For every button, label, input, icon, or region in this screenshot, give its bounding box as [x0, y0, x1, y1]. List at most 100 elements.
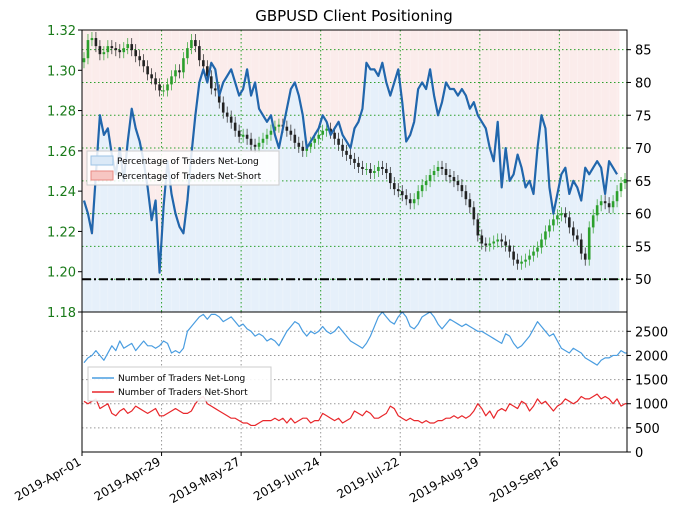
net-short-shade — [352, 30, 357, 129]
right-tick-label: 60 — [635, 208, 652, 223]
candle-body — [548, 225, 551, 232]
net-short-shade — [467, 30, 473, 109]
candle-body — [516, 259, 519, 264]
net-short-shade — [595, 30, 600, 162]
candle-body — [492, 241, 496, 244]
net-long-shade — [611, 167, 616, 312]
net-long-shade — [177, 226, 182, 312]
net-short-shade — [296, 30, 302, 96]
net-long-shade — [85, 213, 91, 312]
left-tick-label: 1.20 — [47, 266, 76, 281]
candle-body — [412, 199, 416, 204]
net-long-shade — [539, 115, 544, 312]
net-long-shade — [380, 62, 385, 312]
x-tick-label: 2019-May-27 — [167, 454, 242, 506]
net-short-shade — [519, 30, 524, 168]
x-tick-label: 2019-Sep-16 — [487, 454, 561, 505]
net-short-shade — [416, 30, 421, 90]
net-short-shade — [261, 30, 266, 116]
net-short-shade — [316, 30, 321, 129]
left-tick-label: 1.26 — [47, 145, 76, 160]
candle-body — [416, 191, 420, 200]
net-long-shade — [440, 102, 445, 312]
net-long-shade — [336, 121, 341, 312]
candle-body — [512, 251, 515, 260]
net-long-shade — [332, 128, 337, 312]
net-long-shade — [161, 207, 166, 312]
net-long-shade — [459, 89, 465, 312]
net-short-shade — [503, 30, 508, 149]
net-long-shade — [344, 141, 349, 312]
candle-body — [619, 183, 623, 192]
candle-body — [420, 185, 424, 192]
net-short-shade — [444, 30, 449, 83]
candle-body — [273, 126, 277, 131]
net-long-shade — [455, 95, 461, 312]
candle-body — [480, 235, 484, 244]
net-long-shade — [615, 174, 620, 312]
net-short-shade — [133, 30, 138, 129]
net-short-shade — [420, 30, 425, 83]
candle-body — [377, 166, 380, 171]
net-short-shade — [181, 30, 186, 234]
net-long-shade — [276, 148, 282, 312]
net-short-shade — [575, 30, 580, 188]
net-long-shade — [101, 134, 107, 312]
net-long-shade — [225, 75, 230, 312]
net-short-shade — [113, 30, 119, 175]
left-tick-label: 1.28 — [47, 105, 76, 120]
candle-body — [532, 251, 535, 256]
net-long-shade — [420, 82, 425, 312]
candle-body — [579, 239, 583, 254]
net-short-shade — [233, 30, 238, 83]
net-short-shade — [392, 30, 397, 83]
net-short-shade — [105, 30, 111, 129]
net-short-shade — [436, 30, 441, 116]
net-long-shade — [483, 128, 489, 312]
net-short-shade — [404, 30, 409, 142]
net-short-shade — [324, 30, 329, 122]
net-short-shade — [264, 30, 270, 122]
net-short-shade — [412, 30, 417, 122]
net-long-shade — [424, 89, 429, 312]
candle-body — [102, 52, 106, 55]
candle-body — [611, 201, 615, 208]
net-short-shade — [591, 30, 596, 168]
net-long-shade — [372, 69, 377, 312]
candle-body — [142, 60, 145, 67]
net-long-shade — [428, 69, 433, 312]
net-short-shade — [611, 30, 616, 168]
net-short-shade — [400, 30, 405, 103]
net-long-shade — [221, 82, 226, 312]
candle-body — [202, 60, 205, 67]
candle-body — [190, 40, 193, 49]
candle-body — [536, 247, 539, 252]
net-long-shade — [233, 82, 238, 312]
net-short-shade — [491, 30, 497, 162]
candle-body — [656, 201, 659, 205]
net-long-shade — [149, 220, 154, 312]
net-long-shade — [404, 141, 409, 312]
net-short-shade — [85, 30, 91, 214]
candle-body — [587, 227, 591, 260]
left-tick-label: 1.22 — [47, 225, 76, 240]
net-long-shade — [527, 180, 532, 312]
net-long-shade — [296, 95, 302, 312]
net-long-shade — [201, 69, 206, 312]
net-long-shade — [535, 148, 540, 312]
candle-body — [540, 239, 543, 248]
net-long-shade — [551, 213, 556, 312]
net-long-shade — [304, 148, 310, 312]
net-short-shade — [221, 30, 226, 83]
candle-body — [353, 158, 356, 163]
candle-body — [198, 46, 201, 61]
candle-body — [432, 171, 436, 176]
net-short-shade — [388, 30, 393, 96]
candle-body — [385, 168, 388, 174]
candle-body — [652, 195, 655, 205]
right-tick-label: 55 — [635, 240, 652, 255]
right-tick-label: 50 — [635, 273, 652, 288]
candle-body — [560, 213, 563, 216]
net-long-shade — [543, 128, 548, 312]
net-long-shade — [89, 233, 95, 312]
